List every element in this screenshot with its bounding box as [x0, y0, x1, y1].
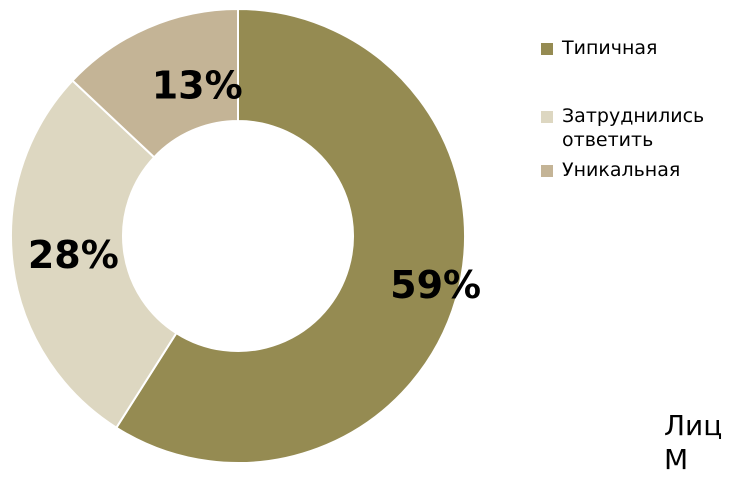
- legend-item-unsure: Затруднились ответить: [541, 104, 731, 152]
- background-text-line-2: М: [664, 443, 689, 476]
- legend-swatch-unsure: [541, 111, 553, 123]
- legend-swatch-typical: [541, 43, 553, 55]
- legend: Типичная Затруднились ответить Уникальна…: [541, 36, 731, 182]
- data-label-typical: 59%: [390, 263, 481, 307]
- donut-chart: 59% 28% 13%: [10, 7, 481, 463]
- slice-unique: [71, 7, 239, 159]
- background-text: Лиц М: [664, 409, 722, 477]
- slice-unsure: [10, 79, 178, 430]
- legend-item-unique: Уникальная: [541, 158, 731, 182]
- legend-item-typical: Типичная: [541, 36, 731, 60]
- background-text-line-1: Лиц: [664, 409, 723, 442]
- legend-label-unsure: Затруднились ответить: [562, 105, 705, 151]
- data-label-unique: 13%: [152, 64, 243, 108]
- legend-swatch-unique: [541, 165, 553, 177]
- legend-label-unique: Уникальная: [562, 159, 681, 181]
- data-label-unsure: 28%: [28, 233, 119, 277]
- slice-typical: [114, 7, 466, 463]
- legend-label-typical: Типичная: [562, 37, 658, 59]
